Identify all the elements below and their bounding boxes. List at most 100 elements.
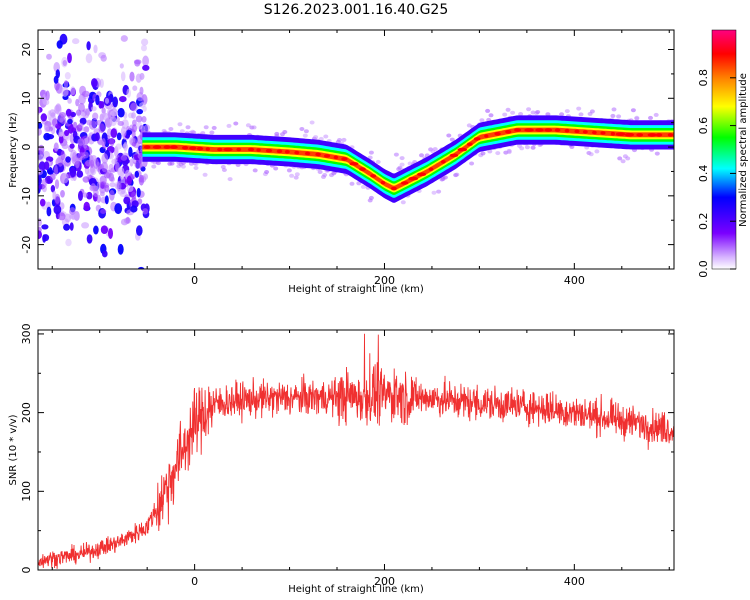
spectrogram-noise-cell (131, 191, 137, 200)
snr-x-tick-label: 0 (191, 575, 198, 588)
spectrogram-halo-cell (322, 173, 328, 177)
spectrogram-x-label: Height of straight line (km) (288, 284, 424, 295)
spectrogram-noise-cell (134, 170, 139, 178)
spectrogram-halo-cell (559, 112, 565, 117)
spectrogram-y-tick-label: 10 (20, 91, 33, 105)
spectrogram-noise-cell (134, 59, 141, 67)
spectrogram-noise-cell (83, 201, 90, 212)
spectrogram-halo-cell (299, 127, 305, 131)
spectrogram-noise-cell (135, 73, 142, 83)
spectrogram-noise-cell (70, 111, 76, 118)
spectrogram-peak-cell (457, 147, 468, 152)
colorbar-tick-label: 0.4 (697, 165, 710, 183)
spectrogram-noise-cell (90, 155, 97, 161)
spectrogram-noise-cell (86, 41, 91, 51)
snr-frame (37, 329, 675, 571)
spectrogram-noise-cell (111, 158, 118, 165)
spectrogram-halo-cell (569, 144, 575, 149)
spectrogram-halo-cell (337, 138, 342, 142)
spectrogram-noise-cell (52, 118, 58, 127)
spectrogram-noise-cell (49, 173, 56, 181)
spectrogram-halo-cell (168, 127, 174, 131)
spectrogram-noise-cell (85, 108, 91, 116)
spectrogram-halo-cell (209, 130, 215, 135)
spectrogram-ticks: 0 200 400 -20 -10 0 10 20 (20, 30, 674, 287)
spectrogram-halo-cell (419, 153, 424, 158)
spectrogram-noise-cell (115, 143, 122, 150)
spectrogram-halo-cell (177, 122, 183, 127)
spectrogram-halo-cell (487, 149, 493, 154)
spectrogram-noise-cell (104, 97, 110, 104)
spectrogram-noise-cell (117, 107, 125, 118)
spectrogram-halo-cell (226, 123, 232, 128)
spectrogram-halo-cell (368, 150, 374, 155)
spectrogram-peak-cell (655, 133, 663, 137)
spectrogram-halo-cell (203, 125, 209, 130)
spectrogram-halo-cell (495, 151, 501, 156)
spectrogram-halo-cell (302, 133, 308, 138)
spectrogram-noise-cell (130, 102, 138, 112)
spectrogram-noise-cell (75, 109, 82, 116)
spectrogram-halo-cell (341, 137, 347, 142)
spectrogram-noise-cell (122, 143, 128, 150)
snr-y-label: SNR (10 * v/v) (8, 414, 19, 485)
spectrogram-noise-cell (60, 190, 65, 198)
spectrogram-noise-cell (69, 167, 77, 178)
spectrogram-noise-cell (142, 105, 147, 112)
spectrogram-halo-cell (634, 115, 640, 120)
spectrogram-halo-cell (535, 110, 541, 114)
spectrogram-noise-cell (53, 75, 59, 84)
spectrogram-noise-cell (119, 171, 125, 180)
spectrogram-noise-cell (38, 106, 41, 116)
spectrogram-noise-cell (49, 109, 56, 117)
spectrogram-noise-cell (102, 250, 108, 258)
snr-marks (38, 333, 674, 569)
spectrogram-halo-cell (397, 165, 403, 170)
spectrogram-noise-cell (132, 124, 137, 133)
spectrogram-noise-cell (38, 128, 42, 136)
spectrogram-y-tick-label: 20 (20, 43, 33, 57)
spectrogram-noise-cell (64, 129, 70, 137)
spectrogram-halo-cell (356, 181, 362, 186)
spectrogram-halo-cell (200, 131, 206, 136)
spectrogram-noise-cell (55, 83, 63, 94)
spectrogram-halo-cell (294, 172, 300, 177)
spectrogram-peak-cell (417, 172, 427, 177)
spectrogram-peak-cell (428, 167, 434, 171)
spectrogram-noise-cell (141, 38, 149, 46)
spectrogram-noise-cell (46, 206, 52, 217)
spectrogram-peak-cell (473, 137, 481, 141)
spectrogram-halo-cell (191, 130, 197, 135)
spectrogram-halo-cell (436, 189, 442, 194)
spectrogram-halo-cell (564, 109, 570, 114)
colorbar-tick-label: 0.0 (697, 260, 710, 278)
spectrogram-noise-cell (81, 21, 88, 29)
spectrogram-noise-cell (128, 146, 133, 158)
spectrogram-halo-cell (510, 110, 516, 115)
spectrogram-halo-cell (594, 149, 600, 154)
spectrogram-noise-cell (64, 134, 71, 141)
snr-y-tick-label: 0 (20, 567, 33, 574)
spectrogram-halo-cell (375, 159, 381, 164)
spectrogram-peak-cell (390, 186, 397, 191)
spectrogram-peak-cell (205, 147, 210, 151)
spectrogram-noise-cell (45, 90, 50, 101)
spectrogram-peak-cell (341, 157, 348, 161)
spectrogram-halo-cell (485, 108, 491, 113)
spectrogram-noise-cell (102, 112, 109, 121)
spectrogram-halo-cell (578, 112, 584, 117)
colorbar-tick-label: 0.2 (697, 212, 710, 230)
snr-series-line (38, 333, 674, 569)
spectrogram-halo-cell (530, 145, 536, 150)
spectrogram-noise-cell (53, 205, 62, 215)
spectrogram-halo-cell (654, 151, 660, 156)
spectrogram-halo-cell (264, 170, 270, 174)
spectrogram-noise-cell (77, 138, 85, 146)
spectrogram-y-tick-label: -20 (20, 236, 33, 254)
spectrogram-noise-cell (38, 173, 41, 183)
spectrogram-peak-cell (600, 131, 606, 135)
spectrogram-peak-cell (236, 147, 242, 152)
spectrogram-peak-cell (466, 142, 473, 146)
spectrogram-noise-cell (44, 125, 49, 133)
spectrogram-background (38, 30, 674, 269)
